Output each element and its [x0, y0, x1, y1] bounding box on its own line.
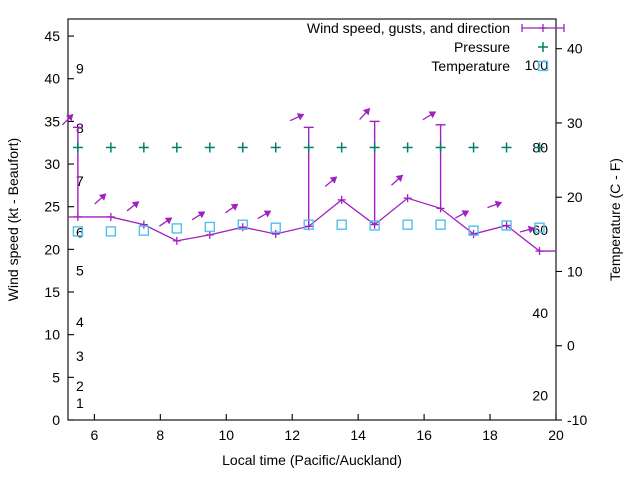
y-tick-label: 45: [44, 28, 60, 44]
beaufort-label: 7: [76, 173, 84, 189]
legend-sample-temperature: [537, 60, 549, 72]
wind-direction-arrowhead: [98, 193, 107, 201]
x-tick-label: 16: [416, 427, 432, 443]
temperature-marker: [336, 219, 347, 230]
y2-tick-label: 40: [567, 41, 583, 57]
temperature-marker: [105, 226, 117, 237]
temperature-marker: [204, 221, 215, 233]
wind-direction-arrowhead: [164, 217, 173, 225]
wind-direction-arrowhead: [131, 201, 140, 209]
y2-axis-title: Temperature (C - F): [607, 158, 623, 281]
x-tick-label: 12: [284, 427, 300, 443]
wind-direction-arrowhead: [263, 210, 272, 218]
temperature-marker: [72, 226, 84, 237]
wind-direction-arrowhead: [329, 176, 338, 184]
beaufort-label: 3: [76, 348, 84, 364]
wind-direction-arrowhead: [494, 200, 503, 209]
temperature-marker: [468, 225, 479, 236]
y-tick-label: 15: [44, 284, 60, 300]
x-tick-label: 18: [482, 427, 498, 443]
fahrenheit-label: 20: [532, 387, 548, 403]
beaufort-label: 1: [76, 395, 84, 411]
temperature-marker: [303, 219, 314, 230]
y-tick-label: 20: [44, 241, 60, 257]
y2-tick-label: 30: [567, 115, 583, 131]
temperature-marker: [402, 219, 413, 230]
temperature-marker: [270, 222, 281, 233]
y2-tick-label: 20: [567, 189, 583, 205]
y-axis-title: Wind speed (kt - Beaufort): [5, 138, 21, 301]
beaufort-label: 8: [76, 120, 84, 136]
temperature-marker: [138, 225, 150, 236]
y-tick-label: 40: [44, 71, 60, 87]
x-tick-label: 20: [548, 427, 564, 443]
wind-direction-arrowhead: [296, 113, 305, 121]
y2-tick-label: 10: [567, 263, 583, 279]
wind-direction-arrowhead: [395, 174, 404, 183]
legend-label: Wind speed, gusts, and direction: [307, 20, 510, 36]
plot-frame: [67, 18, 557, 421]
wind-direction-arrowhead: [362, 107, 371, 116]
wind-direction-arrowhead: [527, 225, 536, 234]
beaufort-label: 9: [76, 60, 84, 76]
x-axis-title: Local time (Pacific/Auckland): [222, 452, 402, 468]
beaufort-label: 4: [76, 314, 84, 330]
beaufort-label: 5: [76, 263, 84, 279]
fahrenheit-label: 40: [532, 305, 548, 321]
y2-tick-label: -10: [567, 412, 587, 428]
legend-label: Pressure: [454, 39, 510, 55]
beaufort-label: 2: [76, 378, 84, 394]
legend-label: Temperature: [431, 58, 510, 74]
y-tick-label: 0: [52, 412, 60, 428]
y-tick-label: 5: [52, 369, 60, 385]
x-tick-label: 6: [90, 427, 98, 443]
temperature-marker: [171, 223, 183, 234]
y-tick-label: 35: [44, 113, 60, 129]
beaufort-label: 6: [76, 224, 84, 240]
wind-direction-arrowhead: [461, 210, 470, 218]
temperature-marker: [369, 220, 380, 231]
y-tick-label: 30: [44, 156, 60, 172]
wind-direction-arrowhead: [65, 113, 74, 122]
temperature-marker: [501, 220, 512, 231]
temperature-marker: [534, 222, 545, 233]
wind-direction-arrowhead: [428, 111, 437, 119]
x-tick-label: 14: [350, 427, 366, 443]
x-tick-label: 8: [156, 427, 164, 443]
temperature-marker: [237, 219, 248, 230]
temperature-marker: [435, 219, 446, 230]
wind-direction-arrowhead: [197, 211, 206, 219]
y2-tick-label: 0: [567, 338, 575, 354]
wind-direction-arrowhead: [230, 203, 239, 211]
y-tick-label: 25: [44, 199, 60, 215]
x-tick-label: 10: [218, 427, 234, 443]
y-tick-label: 10: [44, 327, 60, 343]
